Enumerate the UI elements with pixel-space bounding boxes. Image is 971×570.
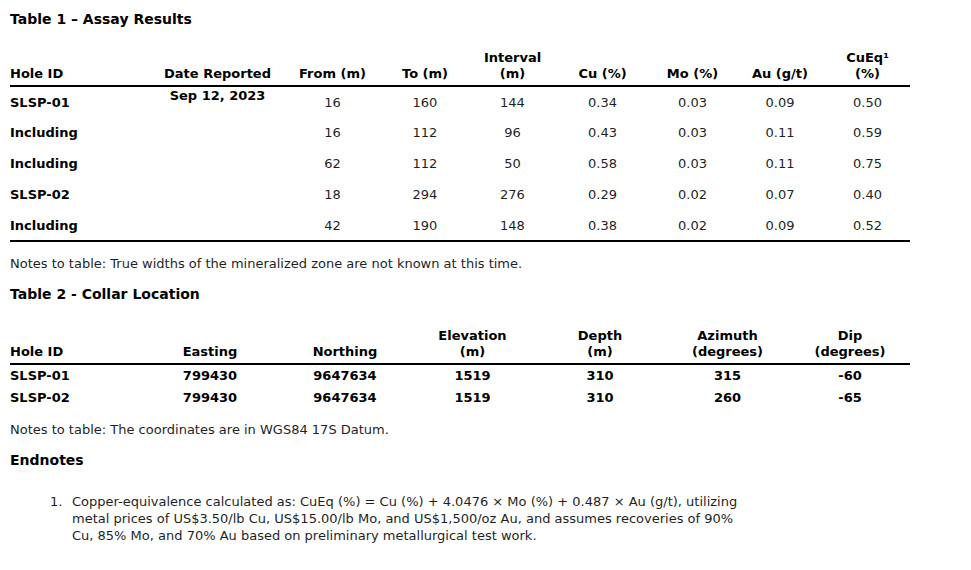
cell-mo: 0.03 xyxy=(650,148,735,179)
document: Table 1 – Assay Results Hole ID Date Rep… xyxy=(10,12,957,544)
cell-mo: 0.03 xyxy=(650,117,735,148)
endnote-item: 1. Copper-equivalence calculated as: CuE… xyxy=(10,493,957,544)
table-row: SLSP-02 799430 9647634 1519 310 260 -65 xyxy=(10,386,910,408)
cell-easting: 799430 xyxy=(140,386,280,408)
cell-au: 0.11 xyxy=(735,117,825,148)
cell-to: 190 xyxy=(380,210,470,241)
col-header-northing: Northing xyxy=(280,328,410,364)
table-row: SLSP-01 799430 9647634 1519 310 315 -60 xyxy=(10,364,910,386)
col-header-dip: Dip (degrees) xyxy=(790,328,910,364)
cell-hole-id: SLSP-02 xyxy=(10,386,140,408)
cell-hole-id: Including xyxy=(10,117,150,148)
assay-header-row: Hole ID Date Reported From (m) To (m) In… xyxy=(10,50,910,86)
cell-from: 16 xyxy=(285,117,380,148)
cell-date-reported xyxy=(150,148,285,179)
cell-depth: 310 xyxy=(535,364,665,386)
cell-date-reported xyxy=(150,117,285,148)
cell-cu: 0.43 xyxy=(555,117,650,148)
cell-au: 0.07 xyxy=(735,179,825,210)
cell-mo: 0.02 xyxy=(650,210,735,241)
cell-interval: 148 xyxy=(470,210,555,241)
cell-au: 0.09 xyxy=(735,86,825,117)
endnote-text-line: Cu, 85% Mo, and 70% Au based on prelimin… xyxy=(72,527,737,544)
table2-title: Table 2 - Collar Location xyxy=(10,287,957,302)
cell-hole-id: Including xyxy=(10,148,150,179)
cell-date-reported xyxy=(150,210,285,241)
col-header-interval: Interval (m) xyxy=(470,50,555,86)
col-header-elevation: Elevation (m) xyxy=(410,328,535,364)
cell-cueq: 0.75 xyxy=(825,148,910,179)
endnote-number: 1. xyxy=(50,493,72,544)
cell-northing: 9647634 xyxy=(280,386,410,408)
table2-note: Notes to table: The coordinates are in W… xyxy=(10,422,957,438)
cell-au: 0.09 xyxy=(735,210,825,241)
cell-cu: 0.34 xyxy=(555,86,650,117)
col-header-mo: Mo (%) xyxy=(650,50,735,86)
cell-interval: 276 xyxy=(470,179,555,210)
cell-mo: 0.03 xyxy=(650,86,735,117)
table-row: Including 42 190 148 0.38 0.02 0.09 0.52 xyxy=(10,210,910,241)
cell-interval: 50 xyxy=(470,148,555,179)
table1-title: Table 1 – Assay Results xyxy=(10,12,957,27)
cell-dip: -60 xyxy=(790,364,910,386)
cell-cueq: 0.40 xyxy=(825,179,910,210)
cell-azimuth: 315 xyxy=(665,364,790,386)
col-header-hole-id: Hole ID xyxy=(10,50,150,86)
col-header-easting: Easting xyxy=(140,328,280,364)
cell-au: 0.11 xyxy=(735,148,825,179)
cell-from: 16 xyxy=(285,86,380,117)
table-row: SLSP-01 Sep 12, 2023 16 160 144 0.34 0.0… xyxy=(10,86,910,117)
cell-elevation: 1519 xyxy=(410,386,535,408)
cell-cueq: 0.59 xyxy=(825,117,910,148)
cell-to: 160 xyxy=(380,86,470,117)
cell-cu: 0.58 xyxy=(555,148,650,179)
collar-header-row: Hole ID Easting Northing Elevation (m) D… xyxy=(10,328,910,364)
cell-azimuth: 260 xyxy=(665,386,790,408)
endnotes-title: Endnotes xyxy=(10,453,957,468)
endnote-text-line: metal prices of US$3.50/lb Cu, US$15.00/… xyxy=(72,510,737,527)
cell-depth: 310 xyxy=(535,386,665,408)
cell-date-reported xyxy=(150,179,285,210)
cell-hole-id: SLSP-01 xyxy=(10,364,140,386)
endnote-text-line: Copper-equivalence calculated as: CuEq (… xyxy=(72,493,737,510)
cell-date-reported: Sep 12, 2023 xyxy=(150,86,285,117)
cell-from: 18 xyxy=(285,179,380,210)
cell-elevation: 1519 xyxy=(410,364,535,386)
col-header-from: From (m) xyxy=(285,50,380,86)
table-row: SLSP-02 18 294 276 0.29 0.02 0.07 0.40 xyxy=(10,179,910,210)
cell-from: 42 xyxy=(285,210,380,241)
col-header-cu: Cu (%) xyxy=(555,50,650,86)
col-header-depth: Depth (m) xyxy=(535,328,665,364)
col-header-hole-id: Hole ID xyxy=(10,328,140,364)
cell-to: 112 xyxy=(380,117,470,148)
col-header-cueq: CuEq¹ (%) xyxy=(825,50,910,86)
cell-cueq: 0.50 xyxy=(825,86,910,117)
col-header-azimuth: Azimuth (degrees) xyxy=(665,328,790,364)
col-header-to: To (m) xyxy=(380,50,470,86)
table-row: Including 62 112 50 0.58 0.03 0.11 0.75 xyxy=(10,148,910,179)
cell-interval: 96 xyxy=(470,117,555,148)
cell-interval: 144 xyxy=(470,86,555,117)
endnote-text: Copper-equivalence calculated as: CuEq (… xyxy=(72,493,737,544)
cell-northing: 9647634 xyxy=(280,364,410,386)
cell-to: 112 xyxy=(380,148,470,179)
cell-hole-id: Including xyxy=(10,210,150,241)
cell-cu: 0.29 xyxy=(555,179,650,210)
cell-from: 62 xyxy=(285,148,380,179)
table1-note: Notes to table: True widths of the miner… xyxy=(10,256,957,272)
col-header-au: Au (g/t) xyxy=(735,50,825,86)
collar-table: Hole ID Easting Northing Elevation (m) D… xyxy=(10,328,910,408)
cell-mo: 0.02 xyxy=(650,179,735,210)
col-header-date-reported: Date Reported xyxy=(150,50,285,86)
cell-cu: 0.38 xyxy=(555,210,650,241)
cell-easting: 799430 xyxy=(140,364,280,386)
cell-dip: -65 xyxy=(790,386,910,408)
cell-cueq: 0.52 xyxy=(825,210,910,241)
assay-table: Hole ID Date Reported From (m) To (m) In… xyxy=(10,50,910,242)
table-row: Including 16 112 96 0.43 0.03 0.11 0.59 xyxy=(10,117,910,148)
cell-to: 294 xyxy=(380,179,470,210)
cell-hole-id: SLSP-01 xyxy=(10,86,150,117)
cell-hole-id: SLSP-02 xyxy=(10,179,150,210)
